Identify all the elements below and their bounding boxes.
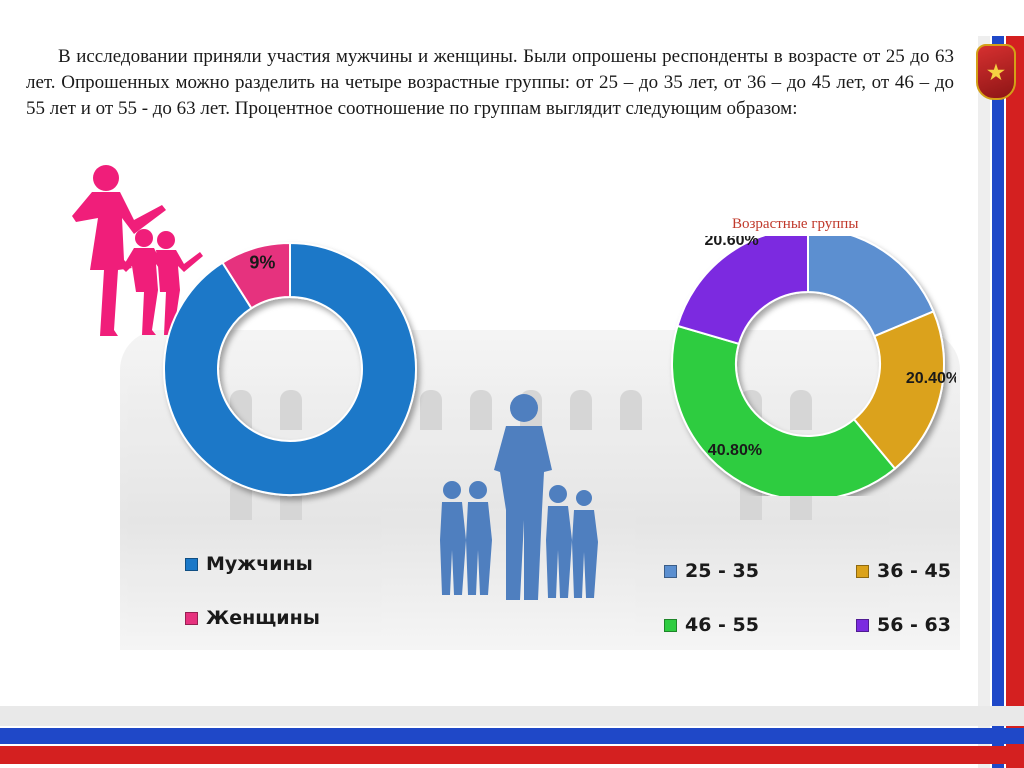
legend-women: Женщины — [185, 607, 320, 629]
slice-men — [163, 241, 417, 496]
flag-stripes-right — [978, 36, 1024, 768]
intro-paragraph: В исследовании приняли участия мужчины и… — [26, 46, 954, 119]
emblem-icon: ★ — [976, 44, 1016, 100]
legend-age-36-45: 36 - 45 — [856, 560, 951, 582]
legend-label-56-63: 56 - 63 — [877, 614, 951, 636]
label-women: 9% — [249, 253, 275, 273]
legend-label-46-55: 46 - 55 — [685, 614, 759, 636]
slice-women — [221, 241, 291, 310]
legend-age-25-35: 25 - 35 — [664, 560, 759, 582]
men-silhouette-icon — [440, 394, 598, 600]
legend-swatch-25-35 — [664, 564, 677, 578]
legend-age-46-55: 46 - 55 — [664, 614, 759, 636]
slice-46-55 — [671, 324, 897, 496]
legend-men: Мужчины — [185, 553, 313, 575]
legend-swatch-women — [185, 611, 198, 625]
legend-label-25-35: 25 - 35 — [685, 560, 759, 582]
legend-swatch-36-45 — [856, 564, 869, 578]
slice-36-45 — [852, 310, 945, 471]
label-46-55: 40.80% — [708, 442, 762, 459]
legend-swatch-men — [185, 557, 198, 571]
slice-56-63 — [676, 236, 809, 346]
legend-age-56-63: 56 - 63 — [856, 614, 951, 636]
legend-label-men: Мужчины — [206, 553, 313, 575]
flag-stripes-bottom — [0, 706, 1024, 768]
age-chart-title: Возрастные группы — [732, 216, 859, 232]
gender-donut-chart: 91%9% — [163, 241, 417, 496]
label-56-63: 20.60% — [704, 236, 758, 249]
legend-swatch-56-63 — [856, 618, 869, 632]
age-donut-chart: 18.80%20.40%40.80%20.60% — [671, 236, 956, 496]
women-silhouette-icon — [72, 165, 203, 336]
label-36-45: 20.40% — [906, 370, 956, 387]
legend-label-36-45: 36 - 45 — [877, 560, 951, 582]
legend-swatch-46-55 — [664, 618, 677, 632]
legend-label-women: Женщины — [206, 607, 320, 629]
slice-25-35 — [807, 236, 935, 338]
